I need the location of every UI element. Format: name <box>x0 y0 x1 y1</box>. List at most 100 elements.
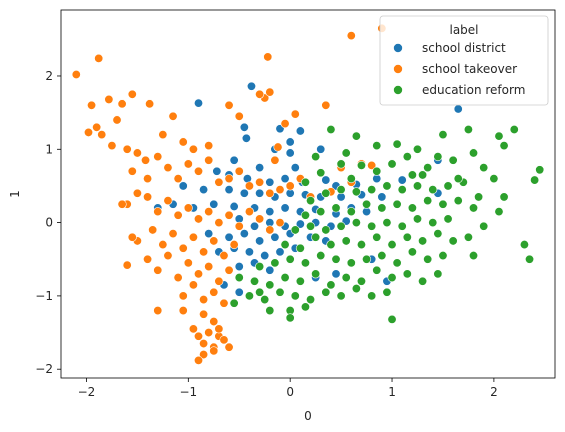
data-point <box>494 131 504 141</box>
data-point <box>311 152 321 162</box>
data-point <box>438 199 448 209</box>
series-school-takeover <box>71 23 387 365</box>
data-point <box>351 131 361 141</box>
data-point <box>443 214 453 224</box>
data-point <box>407 203 417 213</box>
data-point <box>280 273 290 283</box>
data-point <box>92 122 102 132</box>
data-point <box>453 104 463 114</box>
y-tick-label: −2 <box>35 362 53 376</box>
data-point <box>407 247 417 257</box>
data-point <box>275 185 285 195</box>
data-point <box>387 159 397 169</box>
data-point <box>341 236 351 246</box>
data-point <box>163 196 173 206</box>
data-point <box>255 177 265 187</box>
legend: label school district school takeover educ… <box>379 15 549 106</box>
data-point <box>234 111 244 121</box>
data-point <box>300 258 310 268</box>
data-point <box>224 210 234 220</box>
data-point <box>239 122 249 132</box>
data-point <box>265 177 275 187</box>
data-point <box>387 240 397 250</box>
data-point <box>265 225 275 235</box>
data-point <box>402 232 412 242</box>
data-point <box>250 276 260 286</box>
data-point <box>453 196 463 206</box>
data-point <box>214 324 224 334</box>
data-point <box>438 130 448 140</box>
data-point <box>204 141 214 151</box>
data-point <box>112 115 122 125</box>
data-point <box>265 188 275 198</box>
data-point <box>392 199 402 209</box>
data-point <box>148 225 158 235</box>
x-axis-label: 0 <box>304 409 312 423</box>
data-point <box>178 306 188 316</box>
data-point <box>295 126 305 136</box>
data-point <box>433 269 443 279</box>
data-point <box>351 187 361 197</box>
data-point <box>214 276 224 286</box>
data-point <box>275 247 285 257</box>
data-point <box>377 203 387 213</box>
data-point <box>234 287 244 297</box>
data-point <box>275 287 285 297</box>
data-point <box>241 133 251 143</box>
y-tick-label: 1 <box>45 142 53 156</box>
data-point <box>402 269 412 279</box>
data-point <box>255 236 265 246</box>
series-education-reform <box>229 124 545 324</box>
data-point <box>321 287 331 297</box>
data-point <box>153 152 163 162</box>
data-point <box>280 119 290 129</box>
data-point <box>509 124 519 134</box>
data-point <box>229 201 239 211</box>
data-point <box>183 258 193 268</box>
data-point <box>97 130 107 140</box>
data-point <box>209 287 219 297</box>
y-axis-label: 1 <box>8 190 22 198</box>
data-point <box>273 142 283 152</box>
data-point <box>132 148 142 158</box>
data-point <box>412 214 422 224</box>
legend-label: school district <box>422 41 506 55</box>
data-point <box>372 232 382 242</box>
data-point <box>438 251 448 261</box>
data-point <box>194 331 204 341</box>
data-point <box>194 214 204 224</box>
data-point <box>183 203 193 213</box>
data-point <box>295 276 305 286</box>
data-point <box>494 207 504 217</box>
data-point <box>87 100 97 110</box>
data-point <box>178 291 188 301</box>
data-point <box>199 350 209 360</box>
data-point <box>122 260 132 270</box>
data-point <box>239 229 249 239</box>
data-point <box>336 185 346 195</box>
legend-box <box>379 15 549 106</box>
data-point <box>499 141 509 151</box>
data-point <box>382 287 392 297</box>
data-point <box>260 251 270 261</box>
data-point <box>311 232 321 242</box>
data-point <box>219 251 229 261</box>
data-point <box>433 229 443 239</box>
data-point <box>423 163 433 173</box>
x-tick-label: −2 <box>78 385 96 399</box>
data-point <box>321 175 331 185</box>
data-point <box>362 199 372 209</box>
data-point <box>463 232 473 242</box>
data-point <box>469 148 479 158</box>
data-point <box>143 254 153 264</box>
data-point <box>443 181 453 191</box>
data-point <box>336 291 346 301</box>
data-point <box>263 52 273 62</box>
data-point <box>346 258 356 268</box>
x-axis-ticks: −2 −1 0 1 2 <box>78 378 498 399</box>
data-point <box>489 174 499 184</box>
data-point <box>535 165 545 175</box>
data-point <box>132 188 142 198</box>
data-point <box>285 313 295 323</box>
data-point <box>224 100 234 110</box>
